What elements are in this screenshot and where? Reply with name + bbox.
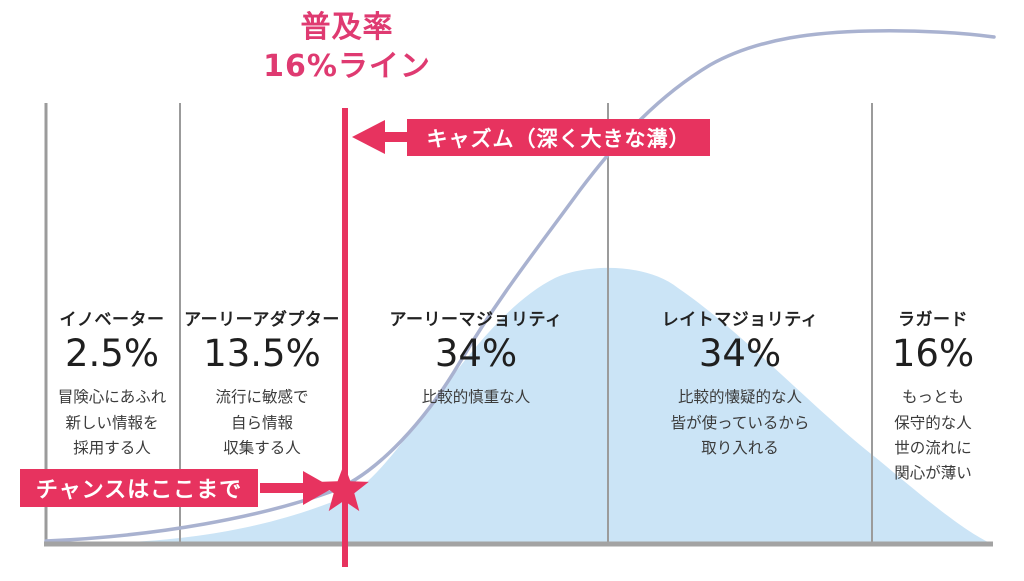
segment-laggard: ラガード 16% もっとも 保守的な人 世の流れに 関心が薄い <box>874 305 992 486</box>
chasm-label: キャズム（深く大きな溝） <box>407 119 710 156</box>
chasm-star-icon <box>319 464 369 512</box>
diagram-title: 普及率 16%ライン <box>263 10 431 84</box>
segment-name: レイトマジョリティ <box>661 310 819 330</box>
segment-description: 流行に敏感で 自ら情報 収集する人 <box>215 388 309 457</box>
chance-label: チャンスはここまで <box>20 469 258 507</box>
segment-description: 比較的懐疑的な人 皆が使っているから 取り入れる <box>670 388 810 457</box>
chance-label-text: チャンスはここまで <box>35 478 243 503</box>
segment-percent: 34% <box>698 332 782 375</box>
segment-percent: 34% <box>434 332 518 375</box>
segment-name: アーリーマジョリティ <box>389 310 563 330</box>
segment-percent: 16% <box>891 332 975 375</box>
segment-early-majority: アーリーマジョリティ 34% 比較的慎重な人 <box>350 305 602 411</box>
segment-name: イノベーター <box>59 310 165 330</box>
segment-late-majority: レイトマジョリティ 34% 比較的懐疑的な人 皆が使っているから 取り入れる <box>612 305 868 461</box>
segment-description: 比較的慎重な人 <box>421 388 531 407</box>
cumulative-s-curve <box>44 29 996 543</box>
chasm-label-text: キャズム（深く大きな溝） <box>426 126 691 151</box>
chasm-arrow-head-icon <box>352 120 385 154</box>
segment-description: 冒険心にあふれ 新しい情報を 採用する人 <box>57 388 167 457</box>
bell-curve-area <box>130 267 988 542</box>
segment-innovator: イノベーター 2.5% 冒険心にあふれ 新しい情報を 採用する人 <box>49 305 175 461</box>
segment-percent: 13.5% <box>203 332 321 375</box>
segment-description: もっとも 保守的な人 世の流れに 関心が薄い <box>894 388 972 482</box>
segment-percent: 2.5% <box>65 332 159 375</box>
segment-name: ラガード <box>898 310 968 330</box>
segment-early-adopter: アーリーアダプター 13.5% 流行に敏感で 自ら情報 収集する人 <box>184 305 340 461</box>
chance-arrow-head-icon <box>303 471 333 505</box>
segment-name: アーリーアダプター <box>184 310 340 330</box>
